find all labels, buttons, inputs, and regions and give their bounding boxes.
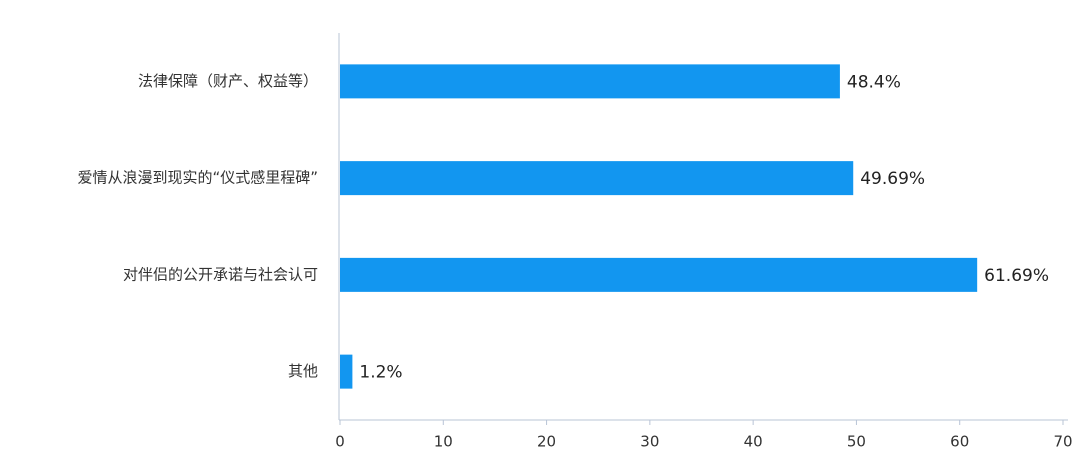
y-tick-label: 法律保障（财产、权益等） [138,72,318,90]
bar [340,161,854,196]
y-tick-label: 爱情从浪漫到现实的“仪式感里程碑” [77,169,318,187]
x-tick-label: 70 [1053,433,1072,451]
y-tick-label: 其他 [288,362,318,380]
x-tick-label: 10 [434,433,453,451]
bar [340,354,353,389]
x-tick-label: 0 [335,433,345,451]
y-tick-label: 对伴侣的公开承诺与社会认可 [123,265,318,283]
x-tick-label: 30 [640,433,659,451]
value-label: 1.2% [359,363,402,383]
value-label: 49.69% [860,169,925,189]
x-tick-label: 40 [744,433,763,451]
bar [340,64,840,99]
x-tick-label: 50 [847,433,866,451]
value-label: 48.4% [847,72,901,92]
x-tick-label: 20 [537,433,556,451]
value-label: 61.69% [984,266,1049,286]
x-tick-label: 60 [950,433,969,451]
bar [340,257,978,292]
